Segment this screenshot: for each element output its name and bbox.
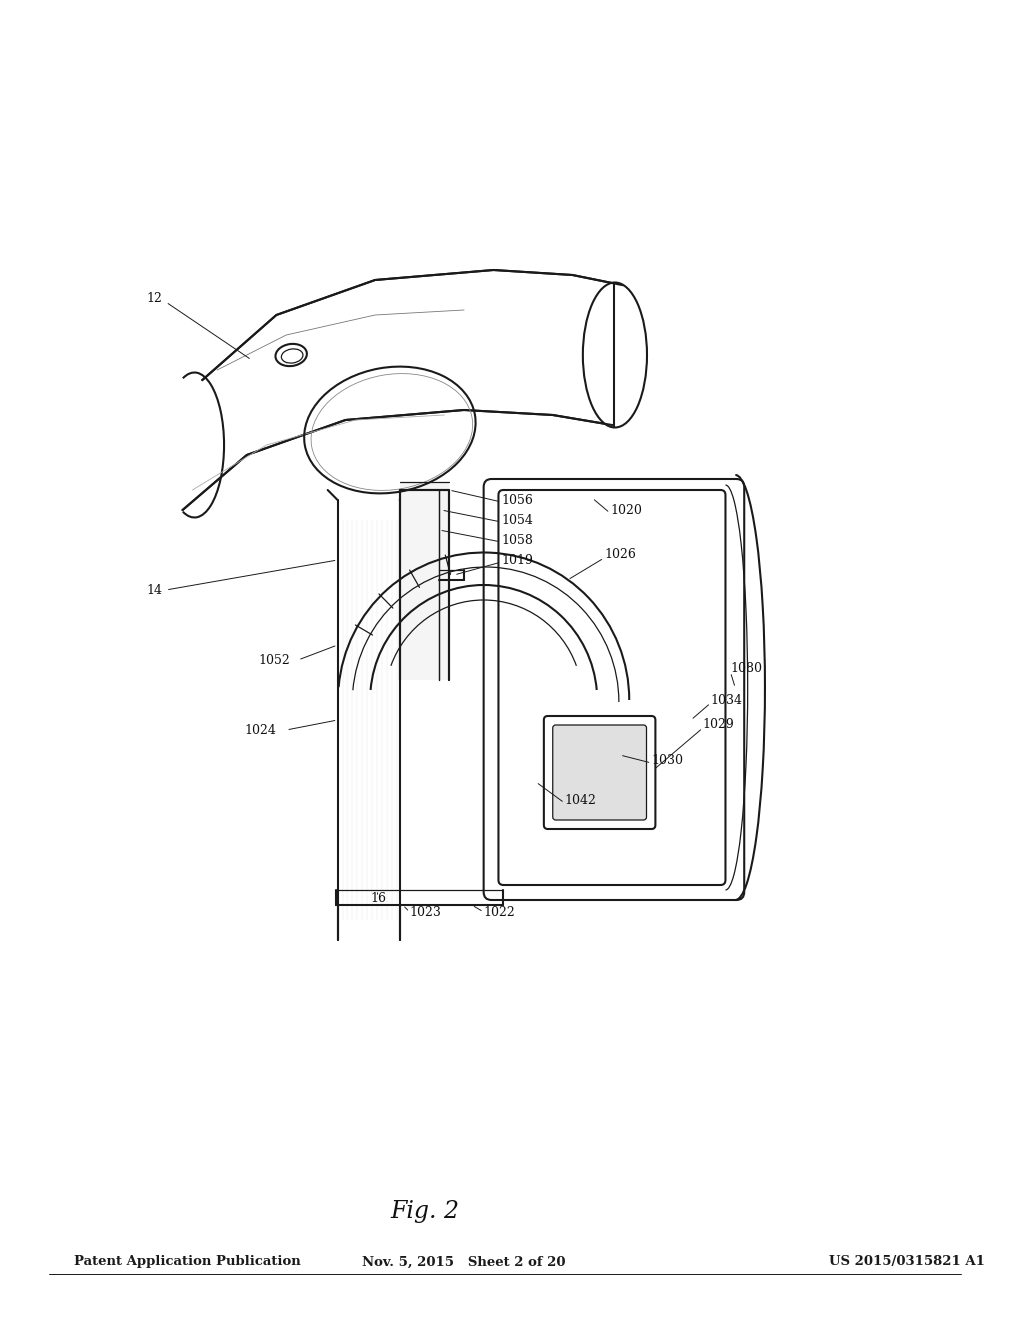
Text: Patent Application Publication: Patent Application Publication [74,1255,301,1269]
Text: Fig. 2: Fig. 2 [390,1200,459,1224]
FancyBboxPatch shape [544,715,655,829]
FancyBboxPatch shape [553,725,646,820]
Text: 1030: 1030 [651,754,683,767]
Text: 1058: 1058 [502,533,534,546]
Text: 1022: 1022 [483,906,515,919]
Text: 14: 14 [146,583,162,597]
Ellipse shape [583,282,647,428]
Text: US 2015/0315821 A1: US 2015/0315821 A1 [829,1255,985,1269]
Text: Nov. 5, 2015   Sheet 2 of 20: Nov. 5, 2015 Sheet 2 of 20 [362,1255,565,1269]
Text: 1042: 1042 [564,793,596,807]
Text: 12: 12 [146,292,162,305]
Text: 1029: 1029 [702,718,734,731]
Text: 16: 16 [370,891,386,904]
Polygon shape [399,482,450,680]
Text: 1026: 1026 [604,549,636,561]
Text: 1019: 1019 [502,553,534,566]
FancyBboxPatch shape [483,479,744,900]
Text: 1034: 1034 [711,693,742,706]
FancyBboxPatch shape [499,490,725,884]
Text: 1020: 1020 [610,503,642,516]
Polygon shape [338,500,399,940]
Text: 1052: 1052 [259,653,291,667]
Text: 1024: 1024 [245,723,276,737]
Text: 1056: 1056 [502,494,534,507]
Polygon shape [182,271,622,510]
Text: 1054: 1054 [502,513,534,527]
Text: 1080: 1080 [730,661,763,675]
Text: 1023: 1023 [410,906,441,919]
